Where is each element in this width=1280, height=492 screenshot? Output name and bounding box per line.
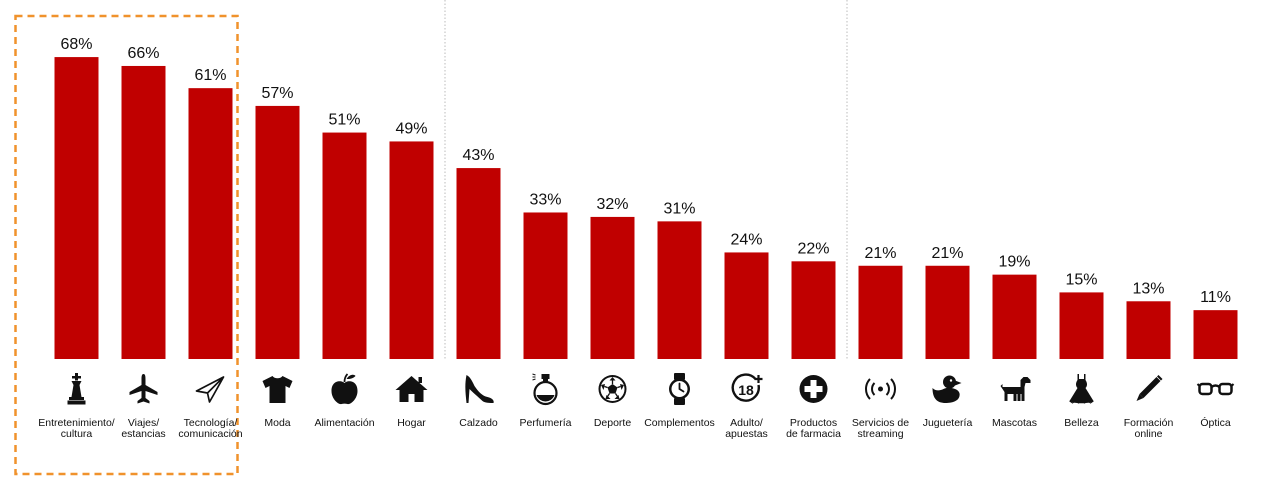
- streaming-icon: [865, 378, 896, 400]
- bar: [54, 57, 99, 360]
- category-label: Deporte: [594, 417, 632, 429]
- bar: [858, 265, 903, 359]
- bar: [523, 212, 568, 359]
- bar: [456, 168, 501, 359]
- category-label: Productos de farmacia: [786, 417, 841, 440]
- bar: [724, 252, 769, 359]
- highlight-box: [14, 14, 239, 476]
- data-label: 66%: [127, 45, 159, 62]
- high-heel-icon: [465, 375, 494, 403]
- category-label: Calzado: [459, 417, 498, 429]
- bar: [590, 216, 635, 359]
- bar: [1126, 301, 1171, 359]
- data-label: 61%: [194, 67, 226, 84]
- data-label: 68%: [60, 36, 92, 53]
- data-label: 21%: [931, 245, 963, 262]
- category-label: Hogar: [397, 417, 426, 429]
- watch-icon: [669, 373, 690, 405]
- bar: [188, 88, 233, 359]
- adult-18-icon: 18: [731, 373, 763, 402]
- category-label: Complementos: [644, 417, 715, 429]
- bar: [255, 105, 300, 359]
- bar: [121, 65, 166, 360]
- category-label: Belleza: [1064, 417, 1099, 429]
- soccer-ball-icon: [598, 375, 627, 403]
- airplane-icon: [129, 374, 158, 404]
- bar: [657, 221, 702, 359]
- bar: [322, 132, 367, 359]
- data-label: 15%: [1065, 271, 1097, 288]
- data-label: 21%: [864, 245, 896, 262]
- data-label: 51%: [328, 112, 360, 129]
- t-shirt-icon: [262, 376, 293, 403]
- medical-cross-icon: [799, 375, 828, 403]
- data-label: 13%: [1132, 280, 1164, 297]
- category-label: Tecnología/comunicación: [178, 417, 242, 440]
- data-label: 32%: [596, 196, 628, 213]
- dress-icon: [1069, 374, 1094, 404]
- category-label: Moda: [264, 417, 290, 429]
- category-label: Óptica: [1200, 416, 1231, 429]
- bar: [992, 274, 1037, 359]
- category-label: Juguetería: [923, 417, 973, 429]
- perfume-icon: [532, 373, 558, 406]
- data-label: 49%: [395, 120, 427, 137]
- paper-plane-icon: [195, 376, 225, 403]
- data-label: 19%: [998, 254, 1030, 271]
- data-label: 22%: [797, 240, 829, 257]
- apple-icon: [331, 373, 358, 405]
- pencil-icon: [1136, 375, 1163, 401]
- category-label: Servicios de streaming: [852, 417, 909, 440]
- bar: [791, 261, 836, 359]
- dog-icon: [1000, 377, 1031, 401]
- data-label: 11%: [1200, 289, 1231, 306]
- data-label: 31%: [663, 200, 695, 217]
- data-label: 33%: [529, 191, 561, 208]
- svg-text:18: 18: [738, 382, 754, 398]
- category-label: Formación online: [1124, 417, 1174, 440]
- category-label: Viajes/estancias: [121, 417, 165, 440]
- category-label: Alimentación: [314, 417, 374, 429]
- chess-king-icon: [67, 373, 86, 405]
- data-label: 24%: [730, 231, 762, 248]
- rubber-duck-icon: [932, 375, 962, 403]
- category-label: Entretenimiento/cultura: [38, 417, 115, 440]
- house-icon: [395, 376, 428, 402]
- bar: [925, 265, 970, 359]
- data-label: 43%: [462, 147, 494, 164]
- bar: [1059, 292, 1104, 359]
- category-label: Mascotas: [992, 417, 1037, 429]
- bar: [1193, 310, 1238, 359]
- category-label: Adulto/apuestas: [725, 417, 768, 440]
- data-label: 57%: [261, 85, 293, 102]
- category-label: Perfumería: [520, 417, 572, 429]
- bar: [389, 141, 434, 359]
- glasses-icon: [1196, 382, 1235, 396]
